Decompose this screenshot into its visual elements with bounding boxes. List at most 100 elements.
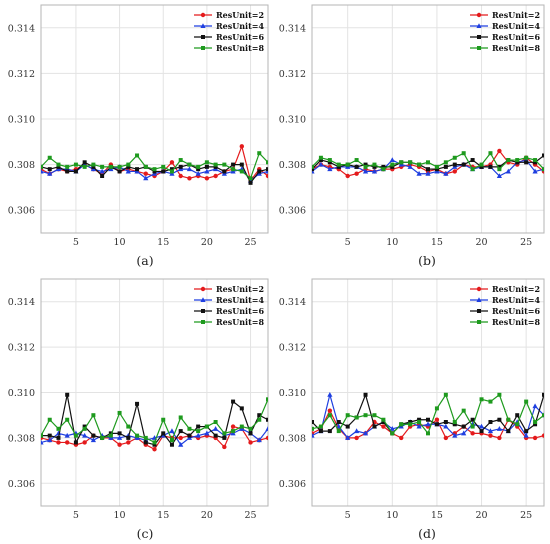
legend-marker [476, 23, 482, 28]
data-point [416, 423, 422, 429]
y-tick-label: 0.310 [279, 115, 306, 126]
data-point [327, 429, 332, 434]
data-point [135, 401, 140, 406]
data-point [266, 160, 268, 165]
data-point [336, 162, 341, 167]
data-point [126, 435, 131, 440]
data-point [488, 433, 493, 438]
data-point [100, 164, 105, 169]
data-point [143, 171, 148, 176]
data-point [213, 164, 218, 169]
data-point [425, 170, 431, 176]
data-point [390, 164, 395, 169]
x-tick-label: 25 [520, 237, 532, 248]
data-point [99, 168, 105, 174]
legend-marker [200, 12, 206, 18]
data-point [73, 440, 78, 445]
data-point [108, 433, 113, 438]
data-point [248, 176, 253, 181]
data-point [231, 167, 236, 172]
data-point [452, 420, 457, 425]
data-point [230, 424, 236, 429]
y-tick-label: 0.312 [279, 343, 306, 354]
data-point [117, 410, 122, 415]
data-point [178, 435, 183, 441]
data-point [256, 437, 262, 443]
panel-caption: (c) [137, 526, 154, 541]
data-point [362, 168, 369, 174]
x-tick-label: 20 [475, 510, 487, 521]
data-point [354, 158, 359, 163]
data-point [506, 158, 511, 163]
data-point [362, 430, 369, 436]
data-point [143, 175, 149, 181]
data-point [204, 430, 210, 436]
data-point [222, 435, 227, 440]
data-point [116, 435, 123, 440]
data-point [381, 424, 386, 429]
data-point [478, 423, 485, 429]
data-point [354, 171, 359, 176]
x-tick-label: 10 [386, 237, 398, 248]
data-point [381, 164, 386, 169]
data-point [56, 164, 61, 169]
data-point [239, 424, 244, 429]
data-point [47, 437, 53, 443]
data-point [416, 170, 422, 176]
y-tick-label: 0.314 [279, 23, 306, 34]
data-point [443, 392, 448, 397]
data-point [169, 160, 175, 165]
data-point [318, 155, 323, 160]
legend-marker [200, 286, 206, 292]
data-point [239, 406, 244, 411]
series-group [312, 391, 544, 441]
data-point [372, 413, 377, 418]
legend-marker [201, 35, 205, 39]
data-point [434, 417, 440, 422]
data-point [100, 435, 105, 440]
data-point [126, 424, 131, 429]
data-point [196, 429, 201, 434]
data-point [257, 413, 262, 418]
data-point [213, 420, 218, 425]
data-point [143, 440, 148, 445]
data-point [354, 435, 359, 441]
data-point [169, 442, 174, 447]
data-point [213, 162, 218, 167]
y-tick-label: 0.310 [8, 115, 35, 126]
data-point [135, 153, 140, 158]
data-point [523, 432, 529, 438]
data-point [312, 426, 314, 431]
data-point [257, 151, 262, 156]
data-point [47, 417, 52, 422]
legend-label: ResUnit=2 [492, 10, 540, 20]
data-point [524, 429, 529, 434]
legend-label: ResUnit=8 [492, 43, 540, 53]
data-point [47, 155, 52, 160]
data-point [213, 426, 219, 431]
data-point [524, 160, 529, 165]
data-point [470, 417, 475, 422]
data-point [91, 413, 96, 418]
data-point [461, 162, 466, 167]
y-tick-label: 0.308 [279, 160, 306, 171]
data-point [443, 423, 449, 429]
data-point [426, 167, 430, 172]
data-point [533, 160, 538, 165]
chart-panel-4: 0.306 0.308 0.310 0.312 0.314 5 10 15 20 25 ResUni… [279, 278, 545, 521]
y-tick-label: 0.314 [279, 297, 306, 308]
data-point [390, 431, 395, 436]
x-tick-label: 10 [114, 510, 126, 521]
data-point [312, 432, 315, 438]
data-point [248, 180, 253, 185]
data-point [524, 399, 529, 404]
legend-marker [201, 309, 205, 313]
data-point [443, 160, 448, 165]
y-tick-label: 0.308 [8, 433, 35, 444]
data-point [408, 422, 413, 427]
data-point [152, 440, 157, 445]
data-point [452, 422, 457, 427]
data-point [426, 431, 430, 436]
data-point [73, 162, 78, 167]
